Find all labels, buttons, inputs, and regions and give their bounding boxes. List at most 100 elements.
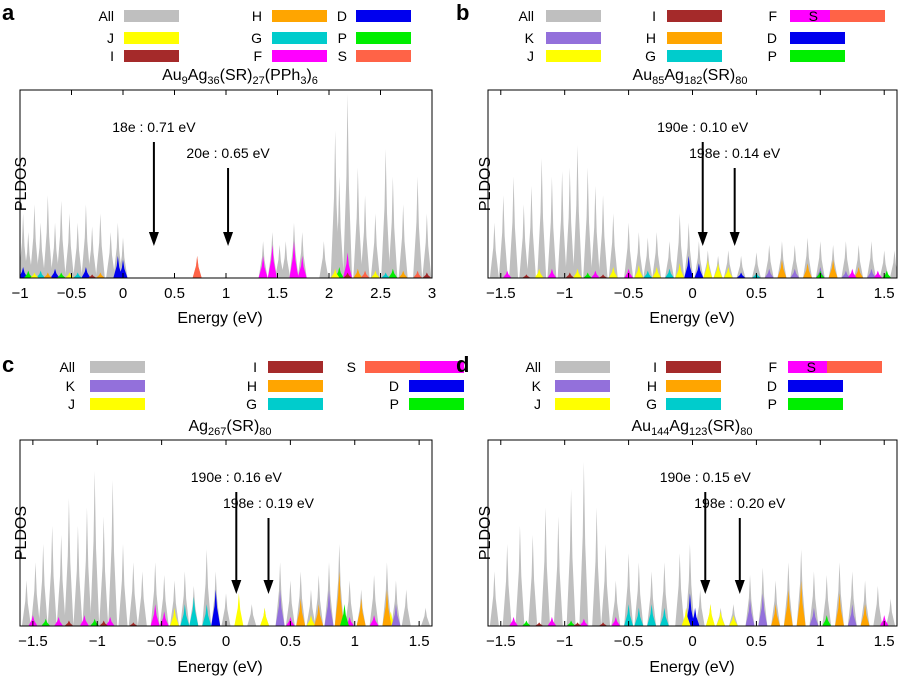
legend-swatch-S xyxy=(356,50,411,62)
peak-I xyxy=(598,274,608,278)
annotation-label: 198e : 0.14 eV xyxy=(689,145,781,161)
peak-I xyxy=(87,274,97,278)
legend-label-P: P xyxy=(338,30,347,46)
peak-J xyxy=(260,607,270,626)
peak-All xyxy=(886,598,896,626)
peak-P xyxy=(41,618,51,626)
legend-label-D: D xyxy=(337,8,347,24)
peak-All xyxy=(572,145,582,278)
series-H xyxy=(771,580,870,626)
legend-label-P: P xyxy=(768,48,777,64)
x-tick-label: −0.5 xyxy=(57,285,87,302)
peak-G xyxy=(36,270,46,278)
peak-All xyxy=(30,562,40,626)
peak-All xyxy=(391,580,401,626)
series-G xyxy=(624,604,669,626)
peak-All xyxy=(879,250,889,278)
series-J xyxy=(681,604,738,626)
legend-label-S: S xyxy=(809,8,818,24)
peak-All xyxy=(381,149,391,278)
peak-All xyxy=(502,543,512,626)
x-tick-label: 1 xyxy=(816,633,824,650)
peak-H xyxy=(95,272,105,278)
peak-All xyxy=(659,562,669,626)
peak-D xyxy=(81,266,91,278)
legend-swatch-I xyxy=(666,361,721,373)
peak-All xyxy=(684,222,694,278)
y-axis-label: PLDOS xyxy=(13,157,30,211)
legend-label-D: D xyxy=(389,378,399,394)
series-S xyxy=(192,255,423,278)
legend-swatch-G xyxy=(667,50,722,62)
legend-swatch-K xyxy=(90,380,145,392)
x-tick-label: 1 xyxy=(351,633,359,650)
plot-frame xyxy=(19,89,433,279)
legend-swatch-S xyxy=(827,361,882,373)
peak-All xyxy=(36,222,46,278)
peak-All xyxy=(297,231,307,278)
peak-K xyxy=(866,268,876,278)
annotation-label: 18e : 0.71 eV xyxy=(112,119,196,135)
plot-area xyxy=(489,145,897,278)
peak-D xyxy=(20,266,28,278)
legend-label-F: F xyxy=(253,48,262,64)
peak-All xyxy=(369,574,379,626)
peak-All xyxy=(73,222,83,278)
peak-H xyxy=(356,598,366,626)
peak-F xyxy=(879,615,889,626)
peak-All xyxy=(590,185,600,278)
x-tick-label: −1.5 xyxy=(486,633,516,650)
peak-H xyxy=(382,589,392,626)
peak-F xyxy=(590,270,600,278)
peak-H xyxy=(783,589,793,626)
legend-label-S: S xyxy=(338,48,347,64)
x-tick-label: 0.5 xyxy=(280,633,301,650)
peak-All xyxy=(675,553,685,626)
peak-All xyxy=(360,195,370,278)
panel-title: Au144​Ag123​(SR)80​ xyxy=(631,418,752,438)
legend-swatch-J xyxy=(546,50,601,62)
peak-I xyxy=(572,622,582,626)
peak-All xyxy=(314,574,324,626)
peak-All xyxy=(81,204,91,278)
peak-K xyxy=(745,598,755,626)
peak-P xyxy=(339,604,349,626)
panel-b: b All I F S K H D J G P Au85​Ag182​(SR)80​ −1.5 −1 −0.… xyxy=(456,0,898,327)
peak-H xyxy=(860,604,870,626)
peak-All xyxy=(723,250,733,278)
peak-All xyxy=(624,553,634,626)
series-K xyxy=(764,266,876,278)
peak-J xyxy=(370,270,380,278)
x-tick-label: 2.5 xyxy=(370,285,391,302)
peak-All xyxy=(547,176,557,278)
peak-D xyxy=(118,259,128,278)
legend-swatch-G xyxy=(272,32,327,44)
x-tick-label: 1.5 xyxy=(874,633,895,650)
peak-H xyxy=(777,259,787,278)
annotation-label: 190e : 0.10 eV xyxy=(657,119,749,135)
peak-All xyxy=(73,525,83,626)
peak-J xyxy=(716,611,726,626)
peak-All xyxy=(647,571,657,626)
legend-swatch-D xyxy=(790,32,845,44)
series-J xyxy=(169,593,396,626)
x-tick-label: 1.5 xyxy=(874,285,895,302)
peak-All xyxy=(90,471,100,626)
x-tick-label: 1 xyxy=(222,285,230,302)
peak-H xyxy=(834,593,844,626)
legend-swatch-D xyxy=(356,10,411,22)
peak-G xyxy=(643,270,653,278)
peak-All xyxy=(306,589,316,626)
peak-G xyxy=(659,607,669,626)
series-J xyxy=(534,259,733,278)
peak-All xyxy=(275,244,285,278)
series-F xyxy=(258,241,353,278)
legend-swatch-P xyxy=(790,50,845,62)
peak-All xyxy=(221,593,231,626)
annotation-label: 198e : 0.19 eV xyxy=(223,495,315,511)
annotation-arrowhead xyxy=(697,232,708,246)
peak-I xyxy=(128,622,138,626)
series-K xyxy=(745,593,857,626)
peak-D xyxy=(684,255,694,278)
legend-swatch-H xyxy=(272,10,327,22)
